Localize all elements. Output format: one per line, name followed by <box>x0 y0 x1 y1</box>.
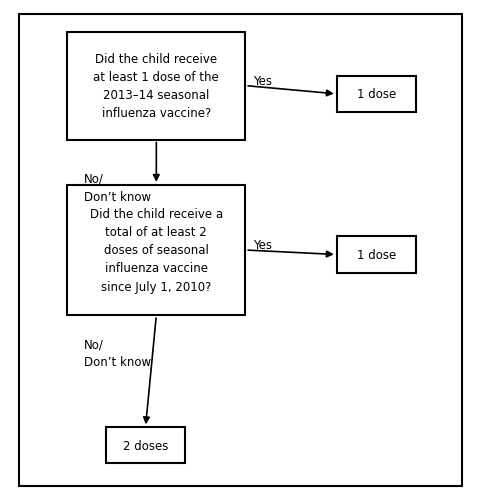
Text: Yes: Yes <box>252 239 271 252</box>
Text: No/
Don’t know: No/ Don’t know <box>84 338 151 369</box>
Text: No/
Don’t know: No/ Don’t know <box>84 172 151 203</box>
Text: 1 dose: 1 dose <box>356 248 395 262</box>
Text: Yes: Yes <box>252 75 271 88</box>
Bar <box>336 77 415 113</box>
Bar <box>67 185 245 316</box>
Bar <box>106 427 185 463</box>
Text: Did the child receive a
total of at least 2
doses of seasonal
influenza vaccine
: Did the child receive a total of at leas… <box>90 208 222 293</box>
Text: Did the child receive
at least 1 dose of the
2013–14 seasonal
influenza vaccine?: Did the child receive at least 1 dose of… <box>93 53 219 120</box>
Bar <box>67 33 245 140</box>
Text: 1 dose: 1 dose <box>356 88 395 101</box>
Text: 2 doses: 2 doses <box>122 439 168 452</box>
Bar <box>336 237 415 273</box>
